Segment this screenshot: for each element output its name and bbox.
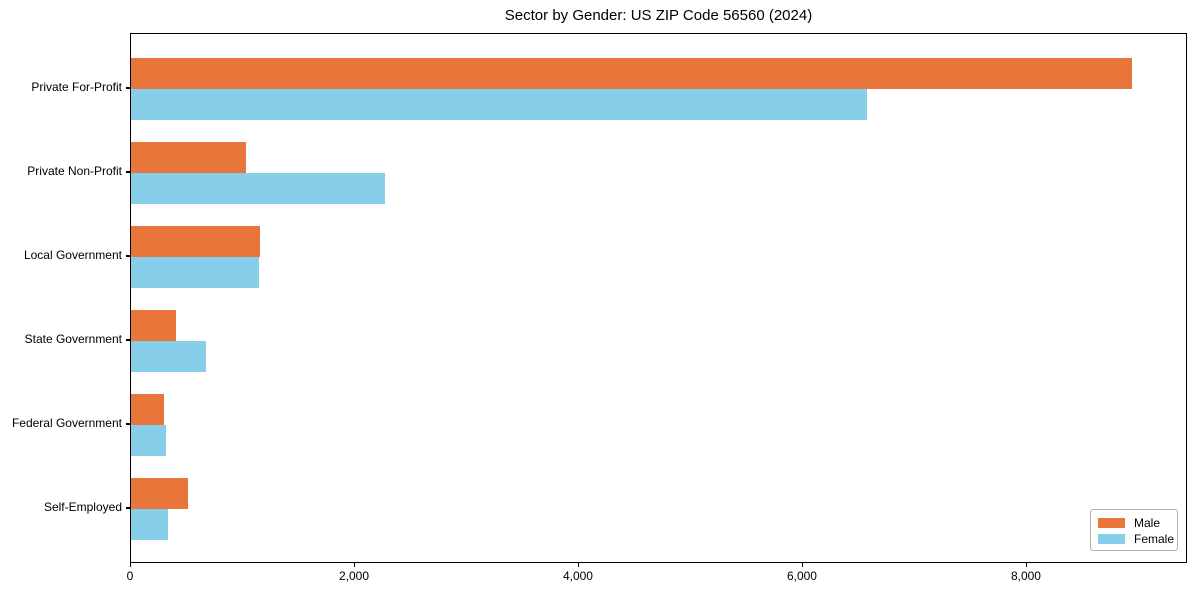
x-axis-label-0: 0 <box>126 569 134 583</box>
legend-label-male: Male <box>1134 516 1161 530</box>
y-axis-tick-self-employed <box>126 507 130 509</box>
y-axis-label-self-employed: Self-Employed <box>43 500 122 514</box>
bar-female-state-government <box>131 341 207 372</box>
y-axis-label-private-non-profit: Private Non-Profit <box>27 164 122 178</box>
y-axis-label-federal-government: Federal Government <box>11 416 122 430</box>
x-axis-label-2000: 2,000 <box>338 569 369 583</box>
bar-male-federal-government <box>131 394 165 425</box>
legend-label-female: Female <box>1134 532 1175 546</box>
bar-female-federal-government <box>131 425 166 456</box>
bar-female-self-employed <box>131 509 168 540</box>
y-axis-label-local-government: Local Government <box>23 248 122 262</box>
y-axis-tick-local-government <box>126 255 130 257</box>
legend-entry-female: Female <box>1098 531 1177 547</box>
plot-area <box>130 33 1187 563</box>
bar-female-private-non-profit <box>131 173 386 204</box>
bar-female-local-government <box>131 257 259 288</box>
x-axis-tick-8000 <box>1025 563 1028 567</box>
x-axis-tick-4000 <box>577 563 580 567</box>
bar-male-state-government <box>131 310 176 341</box>
bar-male-private-non-profit <box>131 142 246 173</box>
legend-swatch-female-icon <box>1098 534 1125 544</box>
x-axis-tick-2000 <box>353 563 356 567</box>
chart-title: Sector by Gender: US ZIP Code 56560 (202… <box>504 7 813 24</box>
x-axis-tick-6000 <box>801 563 804 567</box>
bar-female-private-for-profit <box>131 89 867 120</box>
bar-male-local-government <box>131 226 260 257</box>
y-axis-tick-state-government <box>126 339 130 341</box>
x-axis-tick-0 <box>130 563 132 567</box>
y-axis-label-state-government: State Government <box>24 332 122 346</box>
bar-male-self-employed <box>131 478 189 509</box>
y-axis-label-private-for-profit: Private For-Profit <box>31 80 122 94</box>
x-axis-label-4000: 4,000 <box>562 569 593 583</box>
x-axis-label-8000: 8,000 <box>1010 569 1041 583</box>
y-axis-tick-federal-government <box>126 423 130 425</box>
legend: Male Female <box>1090 509 1178 551</box>
bar-male-private-for-profit <box>131 58 1133 89</box>
x-axis-label-6000: 6,000 <box>786 569 817 583</box>
legend-swatch-male-icon <box>1098 518 1125 528</box>
legend-entry-male: Male <box>1098 515 1177 531</box>
y-axis-tick-private-for-profit <box>126 87 130 89</box>
y-axis-tick-private-non-profit <box>126 171 130 173</box>
